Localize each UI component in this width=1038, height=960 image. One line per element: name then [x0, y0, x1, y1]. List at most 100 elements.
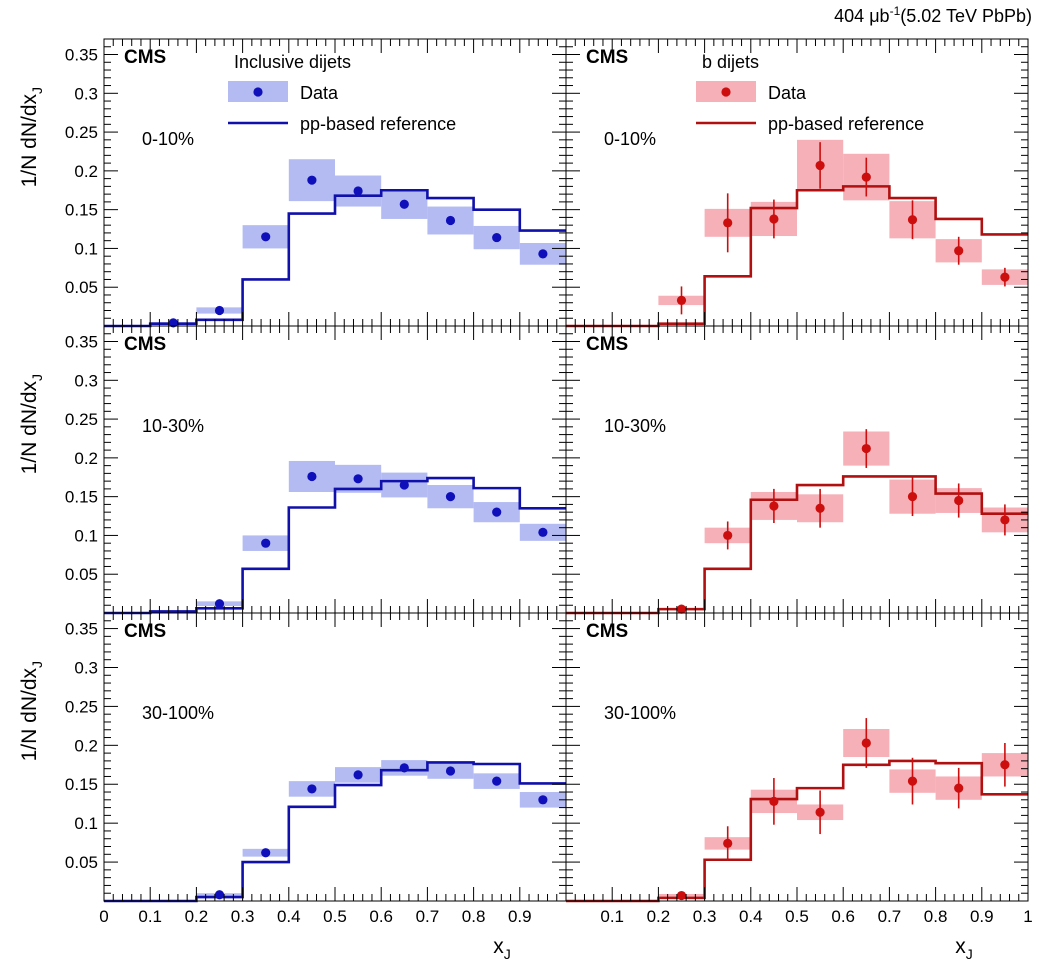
reference-histogram — [104, 476, 566, 615]
panel-frame — [565, 612, 1029, 902]
data-point — [815, 160, 825, 171]
x-tick-label: 0.5 — [323, 907, 347, 926]
legend-data-label: Data — [300, 83, 339, 103]
x-axis-title: xJ — [493, 935, 511, 960]
x-tick-label: 0.3 — [693, 907, 717, 926]
data-point — [954, 495, 964, 506]
data-point — [399, 763, 409, 773]
centrality-label: 0-10% — [604, 129, 656, 149]
data-point — [307, 784, 317, 794]
data-point — [769, 214, 779, 224]
y-tick-label: 0.15 — [65, 201, 98, 220]
data-point — [723, 838, 733, 849]
x-tick-label: 0.1 — [138, 907, 162, 926]
data-point — [1000, 272, 1010, 282]
y-tick-label: 0.35 — [65, 620, 98, 639]
data-point — [168, 318, 178, 328]
centrality-label: 10-30% — [142, 416, 204, 436]
centrality-label: 10-30% — [604, 416, 666, 436]
data-point — [954, 783, 964, 793]
y-tick-label: 0.35 — [65, 333, 98, 352]
data-point — [445, 766, 456, 776]
data-point — [723, 218, 733, 228]
data-point — [769, 796, 779, 806]
panel-frame — [565, 325, 1029, 614]
y-tick-label: 0.15 — [65, 488, 98, 507]
data-point — [538, 527, 548, 537]
y-axis-title: 1/N dN/dxJ — [18, 87, 45, 187]
y-tick-label: 0.3 — [74, 371, 98, 390]
panel-inclusive-dijets-10-30%: 0.05 0.1 0.15 0.2 0.25 0.3 0.35 1/N dN/dxJ CMS 10… — [18, 325, 567, 615]
y-tick-label: 0.15 — [65, 775, 98, 794]
y-tick-label: 0.05 — [65, 565, 98, 584]
x-tick-label: 0.6 — [369, 907, 393, 926]
data-point — [1000, 515, 1010, 525]
y-tick-label: 0.05 — [65, 278, 98, 297]
cms-label: CMS — [586, 621, 628, 642]
y-tick-label: 0.1 — [74, 814, 98, 833]
data-point — [214, 305, 225, 316]
cms-label: CMS — [124, 621, 166, 642]
data-point — [261, 848, 271, 858]
x-tick-label: 0.2 — [185, 907, 209, 926]
data-point — [492, 507, 502, 517]
y-tick-label: 0.2 — [74, 736, 98, 755]
luminosity-label: 404 μb-1(5.02 TeV PbPb) — [834, 4, 1032, 26]
x-tick-label: 0.9 — [508, 907, 532, 926]
cms-label: CMS — [124, 47, 166, 68]
cms-label: CMS — [586, 47, 628, 68]
luminosity-unit-exponent: -1 — [890, 4, 901, 18]
x-tick-label: 0.7 — [416, 907, 440, 926]
panel-inclusive-dijets-30-100%: 0.05 0.1 0.15 0.2 0.25 0.3 0.35 0 0.1 0.2 0.3 0.4 0.… — [18, 612, 567, 960]
y-tick-label: 0.05 — [65, 853, 98, 872]
data-point — [214, 599, 225, 609]
panels-layer: 0.05 0.1 0.15 0.2 0.25 0.3 0.35 1/N dN/dxJ CMS 0-… — [18, 38, 1033, 960]
panel-b-dijets-10-30%: CMS 10-30% — [565, 325, 1029, 615]
legend-title: Inclusive dijets — [234, 52, 351, 72]
y-tick-label: 0.3 — [74, 84, 98, 103]
x-tick-label: 0.8 — [924, 907, 948, 926]
data-point — [261, 538, 271, 548]
x-tick-label: 0.4 — [739, 907, 763, 926]
data-point — [399, 199, 409, 209]
energy-label: (5.02 TeV PbPb) — [900, 6, 1032, 26]
centrality-label: 0-10% — [142, 129, 194, 149]
y-tick-label: 0.2 — [74, 162, 98, 181]
centrality-label: 30-100% — [604, 703, 676, 723]
data-point — [815, 807, 825, 817]
y-tick-label: 0.25 — [65, 697, 98, 716]
x-tick-label: 0.6 — [831, 907, 855, 926]
panel-inclusive-dijets-0-10%: 0.05 0.1 0.15 0.2 0.25 0.3 0.35 1/N dN/dxJ CMS 0-… — [18, 38, 567, 328]
centrality-label: 30-100% — [142, 703, 214, 723]
panel-frame — [103, 612, 567, 902]
x-tick-label: 0 — [99, 907, 108, 926]
data-point — [954, 246, 964, 256]
reference-histogram — [104, 188, 566, 328]
luminosity-value: 404 μb — [834, 6, 889, 26]
y-tick-label: 0.2 — [74, 449, 98, 468]
data-point — [861, 172, 871, 182]
data-point — [676, 295, 687, 306]
legend-data-label: Data — [768, 83, 807, 103]
legend-title: b dijets — [702, 52, 759, 72]
legend-data-marker — [721, 87, 731, 97]
data-point — [399, 480, 409, 490]
data-point — [676, 890, 687, 901]
legend-data-marker — [253, 87, 263, 97]
x-axis-title: xJ — [955, 935, 973, 960]
panel-b-dijets-30-100%: 0.1 0.2 0.3 0.4 0.5 0.6 0.7 0.8 0.9 1 xJ CMS 30-100% — [565, 612, 1033, 960]
data-point — [445, 215, 456, 226]
x-tick-label: 0.9 — [970, 907, 994, 926]
data-point — [907, 215, 918, 225]
x-tick-label: 0.3 — [231, 907, 255, 926]
data-point — [492, 776, 502, 786]
x-tick-label: 0.7 — [878, 907, 902, 926]
x-tick-label: 0.2 — [647, 907, 671, 926]
x-tick-label: 0.5 — [785, 907, 809, 926]
data-point — [261, 232, 271, 242]
data-point — [723, 530, 733, 541]
data-point — [492, 232, 502, 243]
x-tick-label: 0.1 — [600, 907, 624, 926]
x-tick-label: 0.4 — [277, 907, 301, 926]
